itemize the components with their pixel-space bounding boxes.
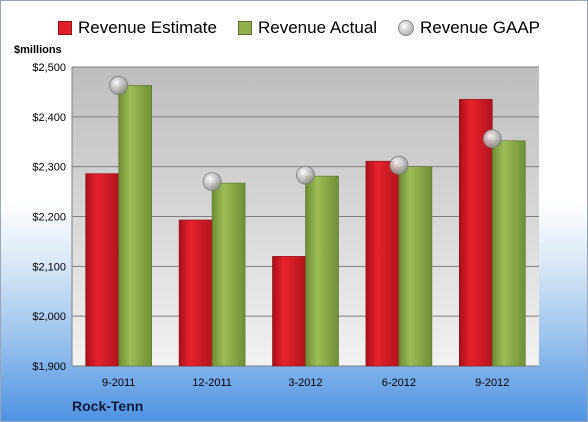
y-tick-label: $1,900 <box>32 361 66 373</box>
marker-revenue-gaap <box>109 76 129 95</box>
y-tick-label: $2,000 <box>32 311 66 323</box>
legend-item-estimate: Revenue Estimate <box>58 16 217 40</box>
y-tick-label: $2,200 <box>32 212 66 224</box>
marker-revenue-gaap <box>202 172 222 192</box>
bar-revenue-actual <box>211 182 246 367</box>
x-tick-label: 3-2012 <box>288 377 322 389</box>
marker-revenue-gaap <box>296 165 315 185</box>
x-tick-label: 6-2012 <box>382 377 416 389</box>
bars <box>85 85 526 367</box>
x-tick-label: 9-2012 <box>475 377 509 389</box>
y-axis-units-label: $millions <box>14 44 62 56</box>
gaap-markers <box>109 76 502 192</box>
legend-item-actual: Revenue Actual <box>238 16 377 40</box>
bar-revenue-estimate <box>85 173 119 367</box>
x-axis-ticks: 9-2011 12-2011 3-2012 6-2012 9-2012 <box>102 377 509 389</box>
bar-revenue-estimate <box>178 219 213 367</box>
marker-revenue-gaap <box>482 129 502 149</box>
y-tick-label: $2,300 <box>32 162 66 174</box>
bar-revenue-actual <box>305 175 339 367</box>
x-tick-label: 9-2011 <box>102 377 135 389</box>
x-tick-label: 12-2011 <box>192 377 232 389</box>
legend-swatch-actual <box>238 21 252 35</box>
y-tick-label: $2,400 <box>32 112 66 124</box>
legend-marker-gaap <box>398 20 414 36</box>
bar-revenue-actual <box>398 166 433 367</box>
bar-revenue-actual <box>491 140 526 367</box>
y-tick-label: $2,500 <box>32 62 66 74</box>
legend-swatch-estimate <box>58 21 72 35</box>
bar-revenue-actual <box>118 85 152 367</box>
marker-revenue-gaap <box>389 155 409 175</box>
y-axis-ticks: $1,900 $2,000 $2,100 $2,200 $2,300 $2,400 $2,5… <box>32 62 66 373</box>
bar-revenue-estimate <box>365 160 400 367</box>
legend: Revenue Estimate Revenue Actual Revenue … <box>0 16 588 40</box>
legend-label-gaap: Revenue GAAP <box>420 18 541 37</box>
legend-label-actual: Revenue Actual <box>258 18 378 37</box>
bar-revenue-estimate <box>272 256 306 367</box>
legend-label-estimate: Revenue Estimate <box>78 18 217 37</box>
company-name: Rock-Tenn <box>72 398 144 414</box>
legend-item-gaap: Revenue GAAP <box>398 16 540 40</box>
y-tick-label: $2,100 <box>32 261 66 273</box>
